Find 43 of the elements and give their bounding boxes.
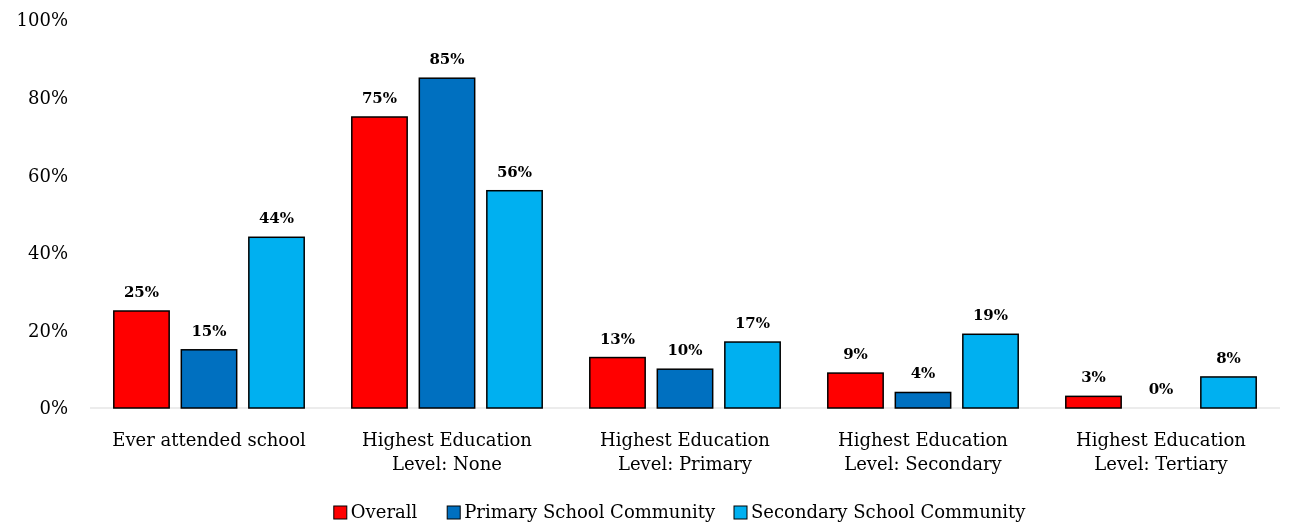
y-tick-label: 60%: [27, 164, 68, 186]
data-label: 15%: [191, 321, 227, 340]
bar: [1065, 395, 1122, 409]
bar: [724, 341, 781, 409]
y-tick-label: 0%: [39, 397, 68, 419]
bar: [589, 356, 646, 409]
bar: [656, 368, 714, 409]
bar: [418, 77, 476, 409]
y-tick-label: 80%: [27, 86, 68, 108]
bar: [113, 310, 170, 409]
bar: [894, 391, 952, 409]
data-label: 0%: [1148, 380, 1174, 398]
x-tick-label: Highest Education Level: Tertiary: [1076, 429, 1247, 474]
data-label: 44%: [258, 209, 295, 228]
y-tick-label: 20%: [27, 319, 68, 341]
legend-label: Secondary School Community: [751, 501, 1027, 522]
y-tick-label: 100%: [16, 9, 68, 31]
data-label: 25%: [123, 283, 160, 301]
data-label: 56%: [496, 162, 533, 181]
data-label: 19%: [972, 306, 1009, 325]
data-label: 75%: [361, 89, 398, 107]
data-label: 3%: [1081, 368, 1106, 387]
data-label: 17%: [734, 314, 771, 333]
bar: [827, 372, 884, 409]
data-label: 10%: [667, 341, 703, 360]
legend-label: Overall: [350, 501, 418, 522]
data-label: 85%: [429, 50, 465, 69]
bar: [180, 349, 238, 409]
x-tick-label: Highest Education Level: Primary: [600, 429, 771, 474]
data-label: 4%: [910, 364, 936, 383]
legend-label: Primary School Community: [464, 501, 717, 522]
bar: [351, 116, 408, 409]
x-tick-label: Highest Education Level: None: [362, 429, 533, 474]
bar: [1200, 376, 1257, 409]
data-label: 8%: [1216, 348, 1241, 367]
bar: [248, 236, 305, 409]
x-tick-label: Highest Education Level: Secondary: [838, 429, 1009, 474]
bar: [962, 333, 1019, 409]
x-tick-label: Ever attended school: [112, 429, 306, 450]
data-label: 13%: [599, 329, 636, 348]
y-tick-label: 40%: [27, 242, 68, 264]
data-label: 9%: [843, 345, 868, 364]
bar: [486, 189, 543, 409]
